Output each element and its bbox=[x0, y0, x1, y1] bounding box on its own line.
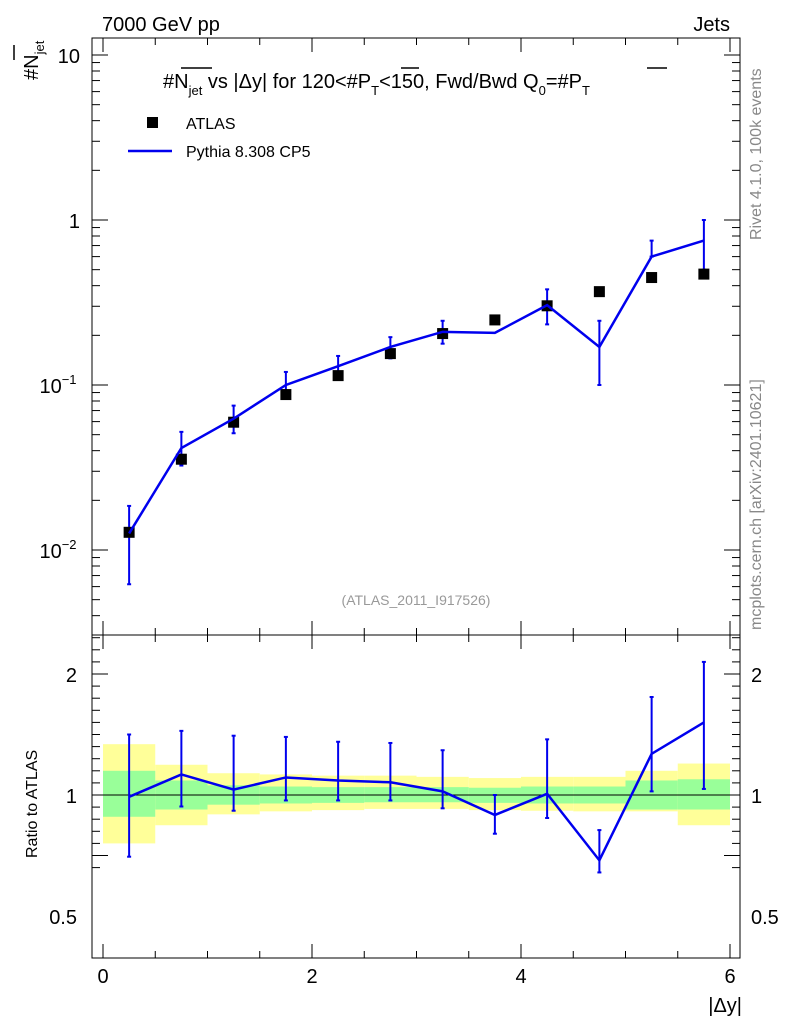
ratio-y-axis-label: Ratio to ATLAS bbox=[24, 750, 41, 858]
ratio-panel: 2 1 0.5 2 1 0.5 Ratio to ATLAS 0 2 4 6 |… bbox=[24, 634, 779, 1017]
analysis-id-label: (ATLAS_2011_I917526) bbox=[342, 592, 491, 608]
ytick-label-0.01: 10−2 bbox=[39, 537, 76, 563]
ratio-ytick-right-2: 2 bbox=[751, 665, 762, 687]
legend-data-marker bbox=[147, 117, 158, 128]
atlas-data-point bbox=[437, 328, 449, 340]
rivet-version-label: Rivet 4.1.0, 100k events bbox=[748, 68, 765, 240]
legend-data-label: ATLAS bbox=[186, 116, 236, 133]
atlas-data-point bbox=[332, 370, 344, 382]
ratio-axis-ticks bbox=[92, 635, 740, 958]
title-part-h: T bbox=[582, 83, 590, 98]
chart-title: #Njet vs |Δy| for 120<#PT<150, Fwd/Bwd Q… bbox=[163, 71, 590, 98]
atlas-data-point bbox=[593, 286, 605, 298]
title-part-e: <150, Fwd/Bwd Q bbox=[379, 71, 539, 93]
source-label: mcplots.cern.ch [arXiv:2401.10621] bbox=[748, 379, 765, 630]
main-axis-ticks bbox=[92, 38, 740, 635]
ytick-label-0.1-base: 10 bbox=[39, 376, 61, 398]
ratio-ytick-left-0.5: 0.5 bbox=[49, 907, 77, 929]
title-part-g: =#P bbox=[546, 71, 582, 93]
ratio-ytick-right-0.5: 0.5 bbox=[751, 907, 779, 929]
ratio-line bbox=[128, 721, 705, 863]
xtick-label-0: 0 bbox=[97, 966, 108, 988]
energy-label: 7000 GeV pp bbox=[102, 14, 220, 36]
atlas-data-point bbox=[228, 416, 240, 428]
atlas-data-point bbox=[698, 268, 710, 280]
ratio-plot-area bbox=[92, 660, 740, 874]
atlas-data-point bbox=[175, 453, 187, 465]
legend: ATLAS Pythia 8.308 CP5 bbox=[128, 116, 311, 161]
xtick-label-2: 2 bbox=[306, 966, 317, 988]
main-plot-area bbox=[123, 219, 710, 586]
y-axis-label: #Njet bbox=[21, 40, 47, 80]
category-label: Jets bbox=[693, 14, 730, 36]
atlas-data-point bbox=[489, 314, 501, 326]
ratio-ytick-left-1: 1 bbox=[66, 786, 77, 808]
atlas-data-point bbox=[384, 348, 396, 360]
x-axis-label: |Δy| bbox=[708, 995, 742, 1017]
ytick-label-0.01-base: 10 bbox=[39, 541, 61, 563]
ytick-label-0.1: 10−1 bbox=[39, 372, 76, 398]
title-part-a: #N bbox=[163, 71, 189, 93]
y-axis-label-sub: jet bbox=[32, 40, 47, 55]
xtick-label-4: 4 bbox=[515, 966, 526, 988]
pythia-line bbox=[128, 239, 705, 535]
legend-mc-label: Pythia 8.308 CP5 bbox=[186, 144, 311, 161]
atlas-data-point bbox=[646, 272, 658, 284]
title-part-d: T bbox=[371, 83, 379, 98]
ytick-label-0.1-exp: −1 bbox=[62, 372, 77, 387]
title-part-b: jet bbox=[188, 83, 203, 98]
main-panel: 10 1 10−1 10−2 #Njet #Njet vs |Δy| for 1… bbox=[13, 37, 741, 636]
title-part-f: 0 bbox=[539, 83, 546, 98]
ratio-ytick-right-1: 1 bbox=[751, 786, 762, 808]
title-part-c: vs |Δy| for 120<#P bbox=[202, 71, 371, 93]
xtick-label-6: 6 bbox=[724, 966, 735, 988]
y-axis-label-main: #N bbox=[21, 54, 43, 80]
ratio-ytick-left-2: 2 bbox=[66, 665, 77, 687]
ytick-label-10: 10 bbox=[58, 46, 80, 68]
ytick-label-0.01-exp: −2 bbox=[62, 537, 77, 552]
atlas-data-point bbox=[280, 389, 292, 401]
ytick-label-1: 1 bbox=[69, 211, 80, 233]
